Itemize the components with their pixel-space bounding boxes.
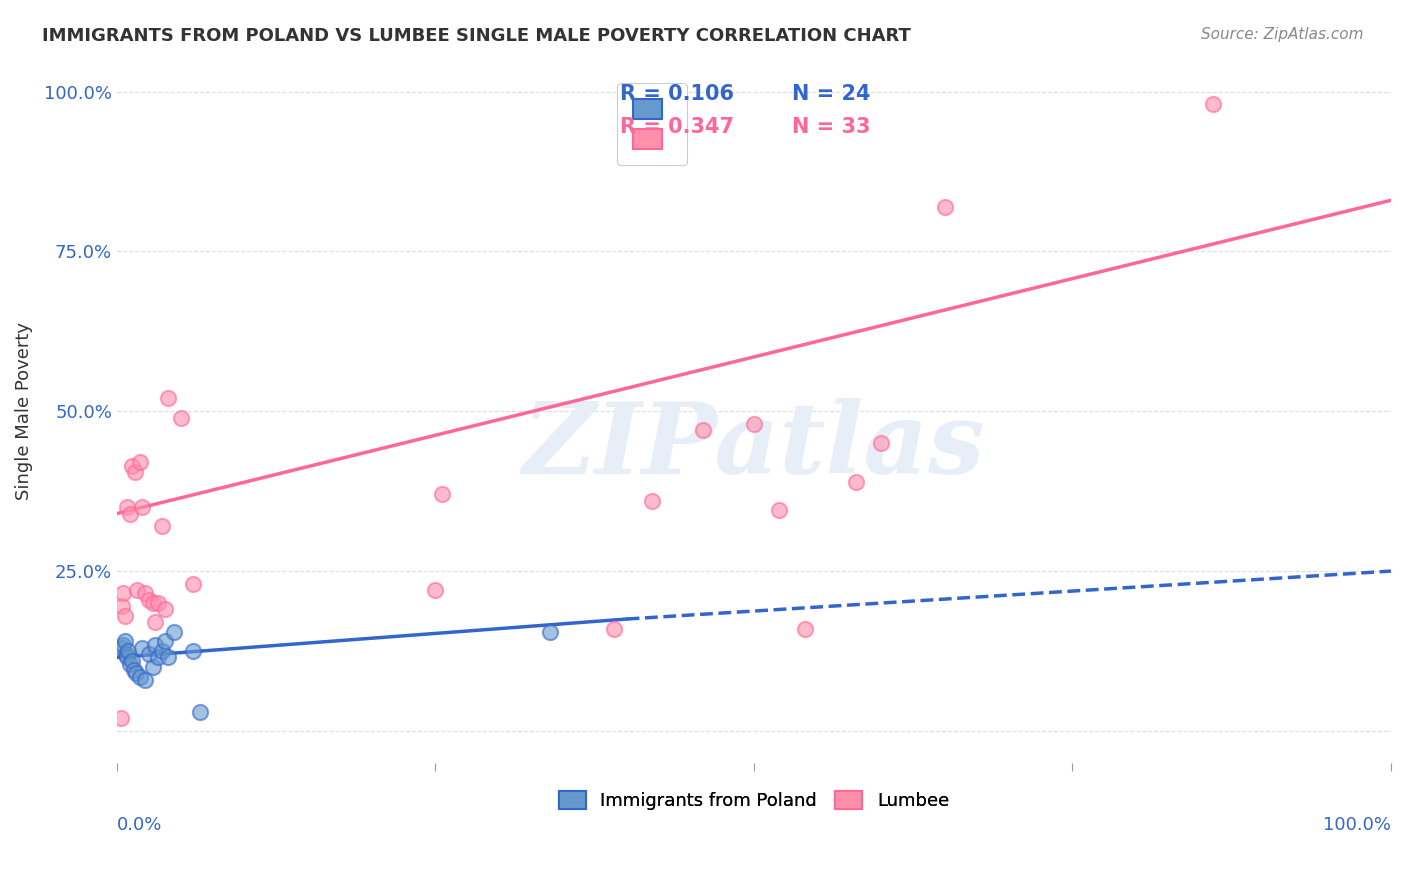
Point: [129, 669, 152, 683]
Point: [134, 673, 156, 687]
Point: [845, 475, 868, 489]
Point: [131, 500, 153, 515]
Point: [124, 465, 146, 479]
Point: [115, 650, 138, 665]
Point: [768, 503, 790, 517]
Point: [114, 634, 136, 648]
Text: N = 33: N = 33: [792, 117, 870, 137]
Text: R = 0.106: R = 0.106: [620, 84, 734, 104]
Point: [121, 458, 143, 473]
Point: [112, 638, 135, 652]
Point: [150, 519, 173, 533]
Text: 100.0%: 100.0%: [1323, 815, 1391, 834]
Point: [143, 638, 166, 652]
Point: [170, 410, 193, 425]
Point: [146, 596, 169, 610]
Point: [125, 666, 148, 681]
Point: [794, 622, 817, 636]
Point: [183, 644, 205, 658]
Point: [114, 608, 136, 623]
Point: [870, 436, 893, 450]
Point: [117, 644, 139, 658]
Point: [118, 507, 141, 521]
Point: [1201, 97, 1223, 112]
Point: [934, 200, 956, 214]
Point: [121, 654, 143, 668]
Point: [134, 586, 156, 600]
Point: [155, 602, 177, 616]
Text: R = 0.347: R = 0.347: [620, 117, 734, 137]
Point: [538, 624, 561, 639]
Text: 0.0%: 0.0%: [117, 815, 162, 834]
Point: [143, 615, 166, 630]
Legend: Immigrants from Poland, Lumbee: Immigrants from Poland, Lumbee: [551, 783, 956, 817]
Y-axis label: Single Male Poverty: Single Male Poverty: [15, 322, 32, 500]
Point: [115, 500, 138, 515]
Point: [111, 640, 134, 655]
Point: [110, 711, 132, 725]
Point: [430, 487, 453, 501]
Point: [112, 586, 135, 600]
Point: [692, 424, 714, 438]
Text: Source: ZipAtlas.com: Source: ZipAtlas.com: [1201, 27, 1364, 42]
Text: IMMIGRANTS FROM POLAND VS LUMBEE SINGLE MALE POVERTY CORRELATION CHART: IMMIGRANTS FROM POLAND VS LUMBEE SINGLE …: [42, 27, 911, 45]
Point: [118, 657, 141, 671]
Point: [155, 634, 177, 648]
Point: [127, 583, 149, 598]
Point: [150, 644, 173, 658]
Point: [142, 596, 165, 610]
Text: N = 24: N = 24: [792, 84, 870, 104]
Text: ZIPatlas: ZIPatlas: [523, 398, 986, 495]
Point: [146, 650, 169, 665]
Point: [138, 592, 160, 607]
Point: [163, 624, 186, 639]
Point: [156, 392, 179, 406]
Point: [142, 660, 165, 674]
Point: [129, 455, 152, 469]
Point: [183, 577, 205, 591]
Point: [131, 640, 153, 655]
Point: [188, 705, 211, 719]
Point: [111, 599, 134, 614]
Point: [138, 647, 160, 661]
Point: [641, 493, 664, 508]
Point: [742, 417, 765, 431]
Point: [156, 650, 179, 665]
Point: [122, 663, 145, 677]
Point: [603, 622, 626, 636]
Point: [425, 583, 447, 598]
Point: [115, 647, 138, 661]
